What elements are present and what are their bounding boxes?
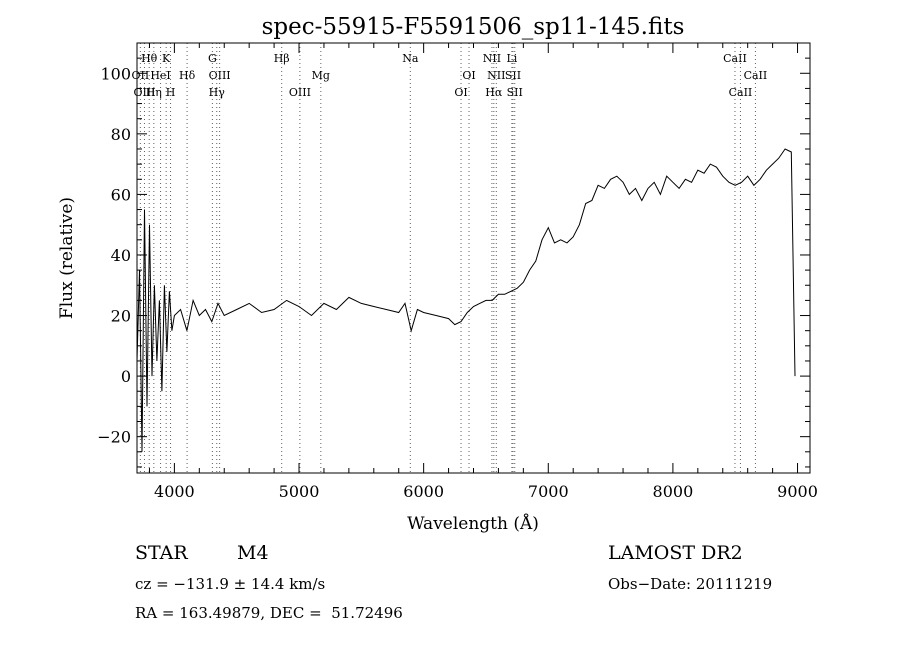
emission-line-label-12: OIII xyxy=(289,86,311,99)
y-tick-label-0: −20 xyxy=(97,428,131,447)
y-tick-label-5: 80 xyxy=(111,125,131,144)
emission-line-label-20: Li xyxy=(506,52,517,65)
emission-line-label-11: Hβ xyxy=(274,52,290,65)
emission-line-label-4: Hη xyxy=(146,86,162,99)
y-tick-label-3: 40 xyxy=(111,246,131,265)
emission-line-label-1: OII xyxy=(132,69,150,82)
spectrum-series xyxy=(136,148,796,452)
plot-frame xyxy=(136,42,811,474)
survey-name: LAMOST DR2 xyxy=(608,542,743,564)
x-tick-label-1: 5000 xyxy=(279,482,320,501)
x-tick-label-5: 9000 xyxy=(777,482,818,501)
observation-date: Obs−Date: 20111219 xyxy=(608,575,773,593)
y-axis-label: Flux (relative) xyxy=(57,197,77,319)
emission-line-label-17: NII xyxy=(483,52,501,65)
emission-line-label-19: Hα xyxy=(485,86,503,99)
emission-line-label-7: Hδ xyxy=(179,69,196,82)
y-tick-label-1: 0 xyxy=(121,367,131,386)
object-class: STAR xyxy=(135,542,188,564)
emission-line-label-22: SII xyxy=(507,86,523,99)
emission-line-label-9: OIII xyxy=(209,69,231,82)
redshift-cz: cz = −131.9 ± 14.4 km/s xyxy=(135,575,326,593)
x-axis-label: Wavelength (Å) xyxy=(407,513,539,534)
axis-ticks: 4000 5000 6000 7000 8000 9000 −20 0 20 40 60 80 100 xyxy=(97,42,818,501)
chart-title: spec-55915-F5591506_sp11-145.fits xyxy=(262,14,685,40)
emission-line-label-8: G xyxy=(208,52,217,65)
emission-line-label-14: Na xyxy=(402,52,419,65)
spectrum-line-0 xyxy=(136,148,796,452)
emission-line-label-0: Hθ xyxy=(141,52,158,65)
emission-line-label-5: K xyxy=(162,52,171,65)
emission-line-label-15: OI xyxy=(454,86,467,99)
object-subclass: M4 xyxy=(237,542,269,564)
emission-line-label-21: SII xyxy=(505,69,521,82)
emission-line-label-10: Hγ xyxy=(209,86,226,99)
emission-line-label-24: CaII xyxy=(729,86,753,99)
emission-line-label-13: Mg xyxy=(312,69,330,82)
emission-line-label-3: OIII xyxy=(133,86,155,99)
y-tick-label-2: 20 xyxy=(111,307,131,326)
x-tick-label-2: 6000 xyxy=(403,482,444,501)
x-tick-label-0: 4000 xyxy=(154,482,195,501)
emission-line-label-23: CaII xyxy=(723,52,747,65)
emission-line-label-16: OI xyxy=(462,69,475,82)
y-tick-label-4: 60 xyxy=(111,185,131,204)
emission-line-label-2: HeI xyxy=(150,69,170,82)
emission-line-label-25: CaII xyxy=(744,69,768,82)
x-tick-label-4: 8000 xyxy=(653,482,694,501)
emission-line-label-18: NII xyxy=(487,69,505,82)
ra-dec: RA = 163.49879, DEC = 51.72496 xyxy=(135,604,403,622)
x-tick-label-3: 7000 xyxy=(528,482,569,501)
y-tick-label-6: 100 xyxy=(100,64,131,83)
emission-line-label-6: H xyxy=(166,86,176,99)
